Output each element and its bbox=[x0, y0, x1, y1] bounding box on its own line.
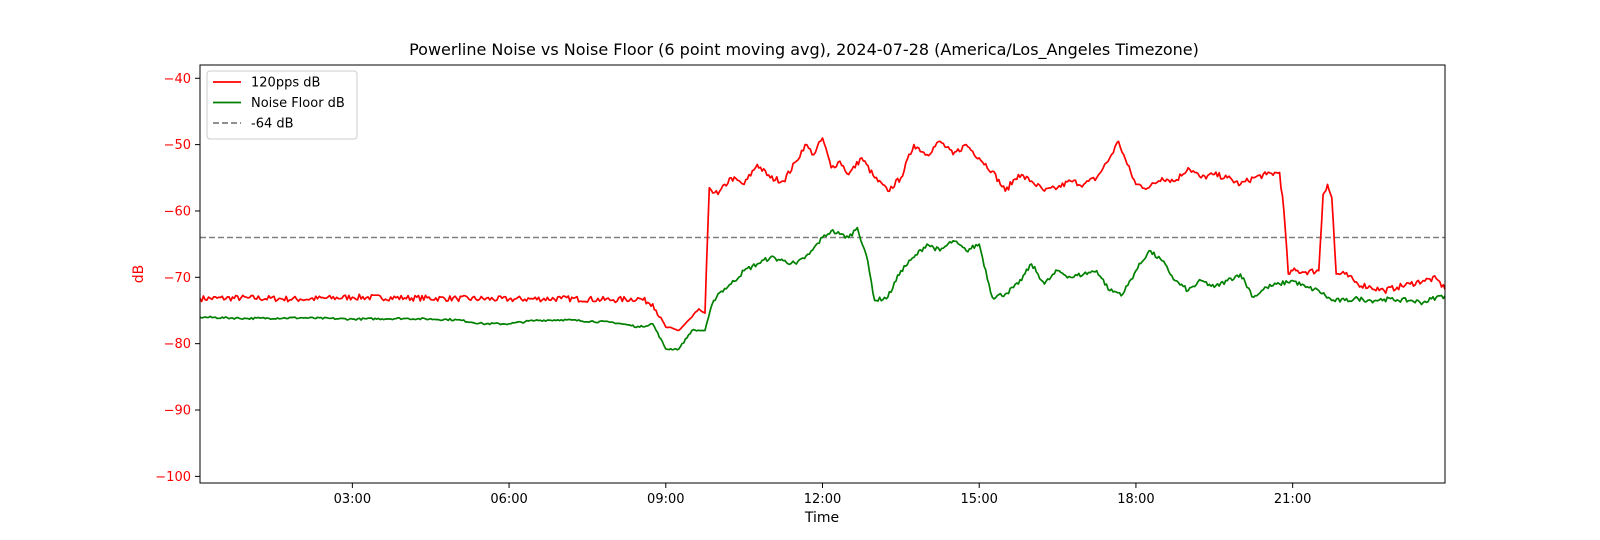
y-axis-label: dB bbox=[131, 265, 147, 284]
plot-area bbox=[200, 65, 1445, 483]
y-tick-label: −40 bbox=[164, 72, 191, 87]
legend-box bbox=[206, 70, 358, 140]
x-tick-label: 06:00 bbox=[490, 492, 527, 507]
legend-label: Noise Floor dB bbox=[251, 96, 345, 111]
x-tick-label: 12:00 bbox=[804, 492, 841, 507]
legend: 120pps dB Noise Floor dB -64 dB bbox=[206, 70, 358, 140]
x-tick-label: 18:00 bbox=[1117, 492, 1154, 507]
series-line-noise-floor bbox=[199, 226, 1446, 351]
legend-label: -64 dB bbox=[251, 117, 294, 132]
x-axis: 03:00 06:00 09:00 12:00 15:00 18:00 21:00 bbox=[334, 483, 1311, 507]
legend-label: 120pps dB bbox=[251, 76, 320, 91]
y-tick-label: −90 bbox=[164, 404, 191, 419]
series-layer bbox=[199, 137, 1446, 351]
x-tick-label: 09:00 bbox=[647, 492, 684, 507]
series-line-pps bbox=[199, 137, 1446, 332]
x-axis-label: Time bbox=[804, 510, 839, 526]
y-tick-label: −100 bbox=[155, 470, 191, 485]
y-tick-label: −60 bbox=[164, 204, 191, 219]
x-tick-label: 21:00 bbox=[1274, 492, 1311, 507]
x-tick-label: 03:00 bbox=[334, 492, 371, 507]
x-tick-label: 15:00 bbox=[960, 492, 997, 507]
y-tick-label: −50 bbox=[164, 138, 191, 153]
chart-title: Powerline Noise vs Noise Floor (6 point … bbox=[409, 40, 1199, 60]
y-axis: −40 −50 −60 −70 −80 −90 −100 bbox=[155, 72, 200, 485]
y-tick-label: −80 bbox=[164, 337, 191, 352]
y-tick-label: −70 bbox=[164, 271, 191, 286]
